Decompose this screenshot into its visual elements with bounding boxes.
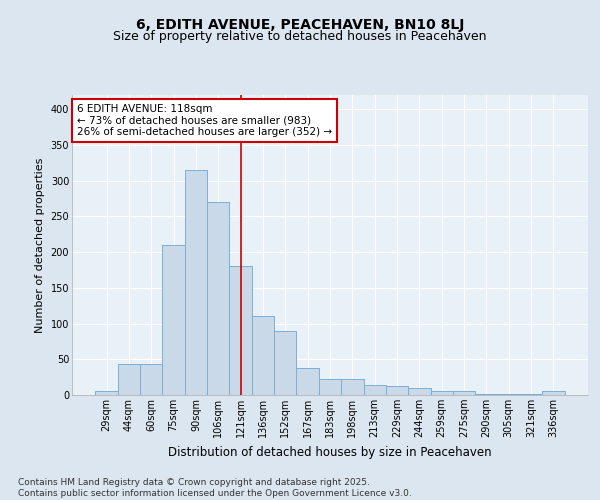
Bar: [229, 266, 252, 395]
Bar: [95, 392, 118, 395]
Bar: [207, 202, 229, 395]
Bar: [542, 392, 565, 395]
Bar: [163, 245, 185, 395]
Bar: [364, 385, 386, 395]
Text: 6 EDITH AVENUE: 118sqm
← 73% of detached houses are smaller (983)
26% of semi-de: 6 EDITH AVENUE: 118sqm ← 73% of detached…: [77, 104, 332, 137]
Bar: [252, 316, 274, 395]
Bar: [319, 380, 341, 395]
Bar: [431, 392, 453, 395]
Bar: [497, 394, 520, 395]
Bar: [453, 390, 475, 395]
Text: Contains HM Land Registry data © Crown copyright and database right 2025.
Contai: Contains HM Land Registry data © Crown c…: [18, 478, 412, 498]
Bar: [118, 364, 140, 395]
Bar: [274, 330, 296, 395]
Text: 6, EDITH AVENUE, PEACEHAVEN, BN10 8LJ: 6, EDITH AVENUE, PEACEHAVEN, BN10 8LJ: [136, 18, 464, 32]
X-axis label: Distribution of detached houses by size in Peacehaven: Distribution of detached houses by size …: [168, 446, 492, 458]
Bar: [296, 368, 319, 395]
Bar: [408, 388, 431, 395]
Y-axis label: Number of detached properties: Number of detached properties: [35, 158, 45, 332]
Bar: [520, 394, 542, 395]
Text: Size of property relative to detached houses in Peacehaven: Size of property relative to detached ho…: [113, 30, 487, 43]
Bar: [185, 170, 207, 395]
Bar: [140, 364, 163, 395]
Bar: [341, 380, 364, 395]
Bar: [475, 394, 497, 395]
Bar: [386, 386, 408, 395]
